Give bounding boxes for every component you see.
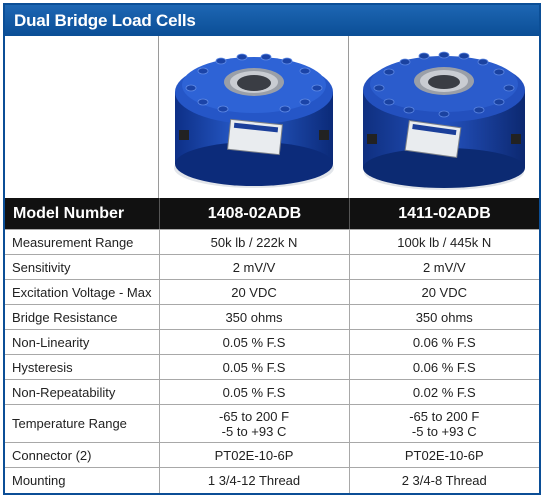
table-row: Excitation Voltage - Max 20 VDC 20 VDC: [5, 279, 539, 305]
spec-table: Measurement Range 50k lb / 222k N 100k l…: [5, 229, 539, 493]
table-row: Hysteresis 0.05 % F.S 0.06 % F.S: [5, 354, 539, 380]
row-label: Mounting: [5, 467, 160, 493]
table-row: Connector (2) PT02E-10-6P PT02E-10-6P: [5, 442, 539, 468]
row-value: PT02E-10-6P: [348, 442, 539, 468]
row-value: 1 3/4-12 Thread: [158, 467, 350, 493]
table-row: Sensitivity 2 mV/V 2 mV/V: [5, 254, 539, 280]
row-value: 0.05 % F.S: [158, 329, 350, 355]
table-row: Non-Repeatability 0.05 % F.S 0.02 % F.S: [5, 379, 539, 405]
load-cell-image: [363, 51, 525, 190]
row-value: 100k lb / 445k N: [348, 229, 539, 255]
value-line: -65 to 200 F: [409, 408, 480, 424]
row-label: Temperature Range: [5, 404, 160, 443]
spec-sheet: Dual Bridge Load Cells: [3, 3, 541, 495]
load-cell-image: [174, 53, 334, 188]
row-label: Sensitivity: [5, 254, 160, 280]
table-row: Measurement Range 50k lb / 222k N 100k l…: [5, 229, 539, 255]
table-row: Non-Linearity 0.05 % F.S 0.06 % F.S: [5, 329, 539, 355]
row-value: 0.06 % F.S: [348, 329, 539, 355]
row-value: 2 mV/V: [348, 254, 539, 280]
row-value: 350 ohms: [348, 304, 539, 330]
row-value: PT02E-10-6P: [158, 442, 350, 468]
row-value: 0.02 % F.S: [348, 379, 539, 405]
table-row: Bridge Resistance 350 ohms 350 ohms: [5, 304, 539, 330]
table-row: Temperature Range -65 to 200 F -5 to +93…: [5, 404, 539, 443]
page-title: Dual Bridge Load Cells: [5, 5, 539, 36]
row-label: Connector (2): [5, 442, 160, 468]
row-value: 20 VDC: [158, 279, 350, 305]
row-label: Hysteresis: [5, 354, 160, 380]
row-label: Excitation Voltage - Max: [5, 279, 160, 305]
row-value: 0.05 % F.S: [158, 379, 350, 405]
row-value: 2 3/4-8 Thread: [348, 467, 539, 493]
row-label: Non-Repeatability: [5, 379, 160, 405]
row-value: 2 mV/V: [158, 254, 350, 280]
model-1408: 1408-02ADB: [159, 198, 349, 229]
table-row: Mounting 1 3/4-12 Thread 2 3/4-8 Thread: [5, 467, 539, 493]
row-value: -65 to 200 F -5 to +93 C: [348, 404, 539, 443]
row-label: Non-Linearity: [5, 329, 160, 355]
row-value: 0.05 % F.S: [158, 354, 350, 380]
row-value: 0.06 % F.S: [348, 354, 539, 380]
value-line: -65 to 200 F: [218, 408, 290, 424]
row-value: 350 ohms: [158, 304, 350, 330]
value-line: -5 to +93 C: [221, 423, 287, 439]
image-row-label-cell: [5, 36, 159, 198]
row-value: -65 to 200 F -5 to +93 C: [158, 404, 350, 443]
row-label: Bridge Resistance: [5, 304, 160, 330]
product-photo-1411: [349, 36, 539, 198]
model-1411: 1411-02ADB: [349, 198, 539, 229]
row-value: 20 VDC: [348, 279, 539, 305]
row-value: 50k lb / 222k N: [158, 229, 350, 255]
product-image-row: [5, 36, 539, 198]
model-number-label: Model Number: [13, 205, 125, 222]
value-line: -5 to +93 C: [411, 423, 477, 439]
product-photo-1408: [159, 36, 349, 198]
row-label: Measurement Range: [5, 229, 160, 255]
model-header-row: Model Number 1408-02ADB 1411-02ADB: [5, 198, 539, 229]
